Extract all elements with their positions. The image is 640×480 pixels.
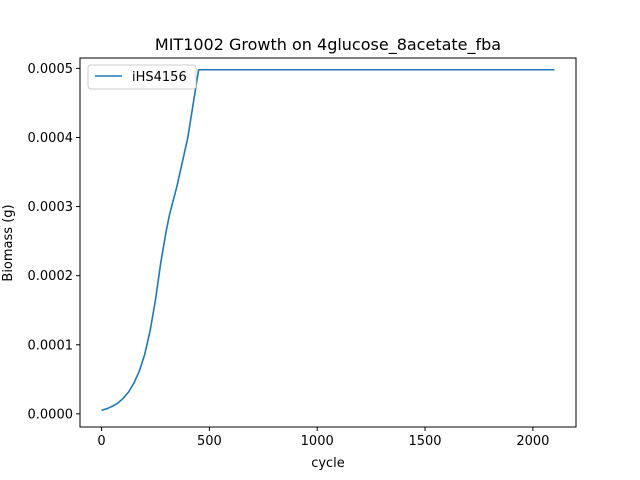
y-tick-label: 0.0003 (28, 200, 74, 215)
x-axis-label: cycle (311, 456, 345, 471)
series-line-0 (101, 68, 555, 412)
y-tick-label: 0.0002 (28, 269, 74, 284)
y-axis-label: Biomass (g) (1, 204, 16, 281)
y-tick-label: 0.0001 (28, 338, 74, 353)
x-tick-label: 0 (97, 434, 105, 449)
legend-box (87, 64, 197, 90)
chart-title: MIT1002 Growth on 4glucose_8acetate_fba (155, 35, 501, 55)
y-tick-label: 0.0005 (28, 62, 74, 77)
legend-label: iHS4156 (132, 70, 187, 85)
x-tick-label: 2000 (516, 434, 549, 449)
x-tick-label: 1500 (408, 434, 441, 449)
x-tick-label: 500 (197, 434, 222, 449)
x-tick-label: 1000 (301, 434, 334, 449)
axes-frame (79, 57, 577, 428)
y-tick-label: 0.0004 (28, 131, 74, 146)
plot-area: 0 500 1000 1500 2000 0.0000 0.0001 0.0002 0.0003… (28, 57, 577, 449)
y-tick-label: 0.0000 (28, 407, 74, 422)
